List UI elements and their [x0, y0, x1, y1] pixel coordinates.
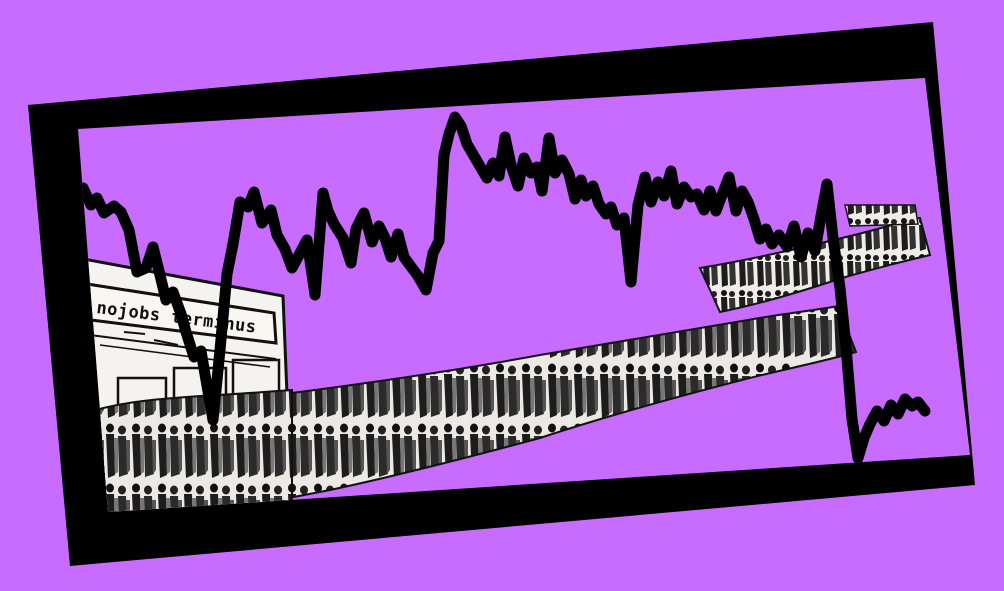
crowd-line-distant	[844, 204, 919, 227]
storefront-trim-line-secondary	[99, 344, 271, 368]
storefront-crowd-foreground	[95, 388, 293, 512]
scene-content: nojobs terminus	[78, 111, 932, 512]
storefront-trim-line	[89, 334, 277, 360]
storefront-scribble-1	[153, 339, 179, 346]
market-line	[78, 111, 931, 464]
storefront: nojobs terminus	[78, 256, 294, 512]
storefront-scribble-2	[123, 331, 146, 335]
